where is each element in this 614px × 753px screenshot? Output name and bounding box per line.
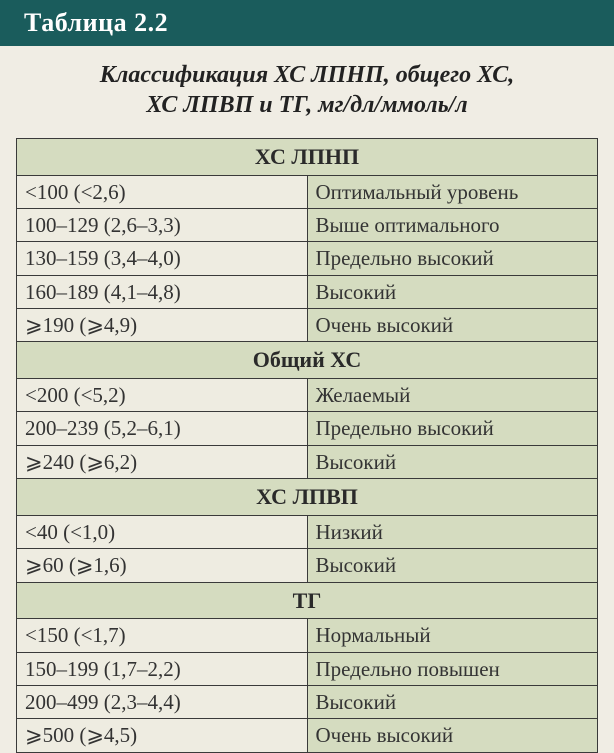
label-cell: Низкий (307, 515, 598, 548)
label-cell: Очень высокий (307, 719, 598, 752)
table-row: 130–159 (3,4–4,0)Предельно высокий (17, 242, 598, 275)
table-row: ⩾240 (⩾6,2)Высокий (17, 445, 598, 478)
table-row: ⩾190 (⩾4,9)Очень высокий (17, 309, 598, 342)
label-cell: Выше оптимального (307, 209, 598, 242)
table-body: ХС ЛПНП<100 (<2,6)Оптимальный уровень100… (17, 139, 598, 753)
range-cell: 200–239 (5,2–6,1) (17, 412, 308, 445)
section-header: ХС ЛПНП (17, 139, 598, 176)
label-cell: Нормальный (307, 619, 598, 652)
section-header: Общий ХС (17, 342, 598, 379)
table-title: Таблица 2.2 (0, 0, 614, 46)
range-cell: <100 (<2,6) (17, 175, 308, 208)
range-cell: <150 (<1,7) (17, 619, 308, 652)
label-cell: Высокий (307, 445, 598, 478)
range-cell: 200–499 (2,3–4,4) (17, 685, 308, 718)
subtitle-line-2: ХС ЛПВП и ТГ, мг/дл/ммоль/л (146, 92, 467, 118)
range-cell: <200 (<5,2) (17, 379, 308, 412)
label-cell: Желаемый (307, 379, 598, 412)
table-row: <40 (<1,0)Низкий (17, 515, 598, 548)
table-row: ⩾60 (⩾1,6)Высокий (17, 549, 598, 582)
page: Таблица 2.2 Классификация ХС ЛПНП, общег… (0, 0, 614, 753)
table-row: <200 (<5,2)Желаемый (17, 379, 598, 412)
range-cell: ⩾190 (⩾4,9) (17, 309, 308, 342)
range-cell: ⩾240 (⩾6,2) (17, 445, 308, 478)
table-row: 160–189 (4,1–4,8)Высокий (17, 275, 598, 308)
section-header: ТГ (17, 582, 598, 619)
table-row: 150–199 (1,7–2,2)Предельно повышен (17, 652, 598, 685)
label-cell: Предельно повышен (307, 652, 598, 685)
section-header: ХС ЛПВП (17, 479, 598, 516)
label-cell: Предельно высокий (307, 412, 598, 445)
range-cell: <40 (<1,0) (17, 515, 308, 548)
subtitle-line-1: Классификация ХС ЛПНП, общего ХС, (100, 62, 515, 88)
table-row: ⩾500 (⩾4,5)Очень высокий (17, 719, 598, 752)
table-row: <100 (<2,6)Оптимальный уровень (17, 175, 598, 208)
label-cell: Высокий (307, 549, 598, 582)
label-cell: Очень высокий (307, 309, 598, 342)
table-row: 100–129 (2,6–3,3)Выше оптимального (17, 209, 598, 242)
range-cell: 150–199 (1,7–2,2) (17, 652, 308, 685)
label-cell: Высокий (307, 685, 598, 718)
label-cell: Высокий (307, 275, 598, 308)
range-cell: 100–129 (2,6–3,3) (17, 209, 308, 242)
classification-table: ХС ЛПНП<100 (<2,6)Оптимальный уровень100… (16, 138, 598, 753)
range-cell: 160–189 (4,1–4,8) (17, 275, 308, 308)
range-cell: 130–159 (3,4–4,0) (17, 242, 308, 275)
range-cell: ⩾500 (⩾4,5) (17, 719, 308, 752)
table-row: <150 (<1,7)Нормальный (17, 619, 598, 652)
table-subtitle: Классификация ХС ЛПНП, общего ХС, ХС ЛПВ… (0, 46, 614, 138)
table-row: 200–239 (5,2–6,1)Предельно высокий (17, 412, 598, 445)
range-cell: ⩾60 (⩾1,6) (17, 549, 308, 582)
table-row: 200–499 (2,3–4,4)Высокий (17, 685, 598, 718)
label-cell: Предельно высокий (307, 242, 598, 275)
label-cell: Оптимальный уровень (307, 175, 598, 208)
